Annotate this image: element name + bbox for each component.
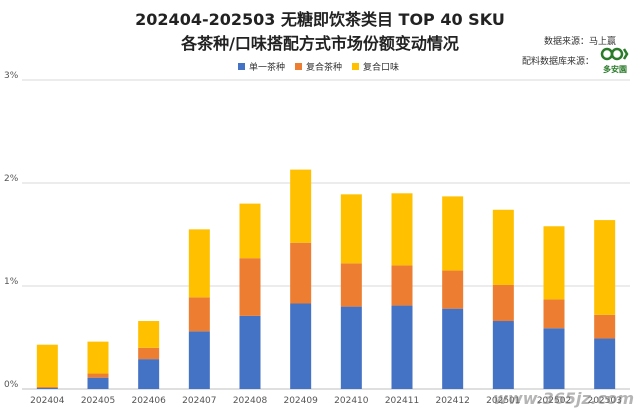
x-tick-label: 202406 xyxy=(131,396,166,406)
legend-swatch-blend-tea xyxy=(295,63,303,70)
bar-segment xyxy=(340,194,362,264)
legend-item-blend-tea: 复合茶种 xyxy=(295,60,342,73)
x-tick-label: 202410 xyxy=(334,396,369,406)
x-tick-label: 202502 xyxy=(537,396,571,406)
x-tick-label: 202412 xyxy=(435,396,469,406)
bar-segment xyxy=(290,242,312,304)
bar-segment xyxy=(239,203,261,259)
bar-segment xyxy=(340,263,362,307)
bar-segment xyxy=(36,387,58,389)
bar-segment xyxy=(188,297,210,332)
bar-segment xyxy=(87,373,109,378)
bar-segment xyxy=(87,377,109,389)
bar-segment xyxy=(594,220,616,315)
bar-segment xyxy=(138,321,160,348)
bar-segment xyxy=(543,226,565,300)
bar-segment xyxy=(442,270,464,309)
bar-segment xyxy=(543,299,565,329)
bar-segment xyxy=(492,209,514,285)
bar-segment xyxy=(290,303,312,389)
legend-item-single-tea: 单一茶种 xyxy=(238,60,285,73)
legend-label-single-tea: 单一茶种 xyxy=(249,63,286,73)
watermark-text: www.365jz.com xyxy=(493,389,634,408)
ingredient-source-label: 配料数据库来源： xyxy=(521,57,594,67)
bar-segment xyxy=(87,341,109,374)
chart-title-line2: 各茶种/口味搭配方式市场份额变动情况 xyxy=(181,34,459,53)
bar-segment xyxy=(188,331,210,389)
bar-segment xyxy=(391,305,413,389)
bar-segment xyxy=(442,196,464,271)
legend-swatch-single-tea xyxy=(238,63,245,70)
chart-title-line1: 202404-202503 无糖即饮茶类目 TOP 40 SKU xyxy=(135,10,505,29)
bar-segment xyxy=(594,338,616,389)
bar-segment xyxy=(239,258,261,316)
logo-icon xyxy=(600,47,629,61)
bar-segment xyxy=(340,306,362,389)
logo-text: 多安園 xyxy=(603,65,627,74)
chart-legend: 单一茶种 复合茶种 复合口味 xyxy=(238,60,399,73)
x-tick-label: 202404 xyxy=(30,396,65,406)
x-tick-label: 202411 xyxy=(385,396,419,406)
bar-segment xyxy=(492,321,514,389)
bar-segment xyxy=(138,347,160,360)
legend-label-blend-flavor: 复合口味 xyxy=(363,63,400,73)
bar-segment xyxy=(391,193,413,266)
x-tick-label: 202408 xyxy=(233,396,268,406)
bar-segment xyxy=(138,359,160,389)
legend-label-blend-tea: 复合茶种 xyxy=(306,63,343,73)
y-tick-label: 3% xyxy=(4,71,19,81)
bar-segment xyxy=(188,229,210,298)
data-source-label: 数据来源：马上赢 xyxy=(543,37,616,47)
bar-segment xyxy=(239,315,261,389)
bar-segment xyxy=(290,169,312,243)
x-tick-label: 202405 xyxy=(81,396,115,406)
legend-swatch-blend-flavor xyxy=(352,63,360,70)
x-tick-label: 202501 xyxy=(486,396,520,406)
legend-item-blend-flavor: 复合口味 xyxy=(352,60,399,73)
bar-segment xyxy=(442,308,464,389)
x-tick-label: 202407 xyxy=(182,396,216,406)
bar-segment xyxy=(36,344,58,387)
x-tick-label: 202409 xyxy=(283,396,318,406)
x-tick-label: 202503 xyxy=(587,396,621,406)
y-tick-label: 0% xyxy=(4,380,19,390)
bar-segment xyxy=(594,314,616,339)
bar-segment xyxy=(543,328,565,389)
brand-logo: 多安園 xyxy=(598,46,632,75)
y-tick-label: 2% xyxy=(4,174,19,184)
bar-segment xyxy=(36,386,58,388)
bar-segment xyxy=(391,265,413,306)
y-tick-label: 1% xyxy=(4,277,19,287)
bar-segment xyxy=(492,284,514,322)
